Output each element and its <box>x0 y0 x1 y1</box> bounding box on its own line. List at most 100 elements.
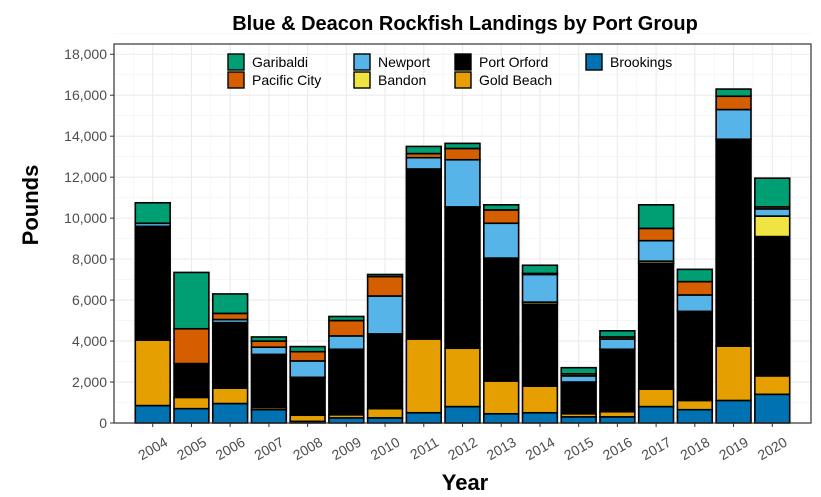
bar-segment <box>328 349 365 416</box>
bar-segment <box>560 381 597 415</box>
x-tick-label: 2011 <box>407 434 441 463</box>
bar-segment <box>444 147 481 161</box>
x-tick-label: 2010 <box>368 434 403 464</box>
x-axis-title: Year <box>442 470 489 495</box>
y-tick-label: 0 <box>99 415 107 431</box>
bar-segment <box>173 271 210 330</box>
bar-segment <box>715 138 752 347</box>
legend-label: Pacific City <box>252 72 321 88</box>
bar-segment <box>521 385 559 414</box>
legend-key <box>454 53 472 71</box>
bar-segment <box>405 338 443 414</box>
x-axis: 2004 2005 2006 2007 2008 2009 2010 2011 2012 2013… <box>135 423 790 463</box>
bar-segment <box>521 273 559 303</box>
legend-key <box>227 53 245 71</box>
y-axis: 0 2,000 4,000 6,000 8,000 10,000 12,000 14,000 1… <box>64 46 114 431</box>
bar-segment <box>405 156 443 170</box>
bar-segment <box>366 407 404 419</box>
bar-segment <box>599 338 636 351</box>
bar-segment <box>599 416 636 424</box>
bar-segment <box>444 206 481 350</box>
bar-segment <box>366 273 404 278</box>
bar-segment <box>405 411 443 424</box>
bar-segment <box>715 345 752 402</box>
bar-segment <box>289 360 326 379</box>
bar-segment <box>250 340 288 348</box>
bar-segment <box>328 319 365 337</box>
bar-segment <box>715 399 752 424</box>
bar-segment <box>560 375 597 383</box>
bar-segment <box>211 402 249 424</box>
legend-key <box>585 53 603 71</box>
bar-segment <box>637 227 675 242</box>
bar-segment <box>482 204 520 211</box>
bar-segment <box>444 347 481 408</box>
legend-label: Gold Beach <box>479 72 552 88</box>
bar-segment <box>405 168 443 340</box>
bar-segment <box>328 315 365 322</box>
y-tick-label: 16,000 <box>64 87 107 103</box>
legend-key <box>454 71 472 89</box>
legend-label: Port Orford <box>479 54 548 70</box>
legend-key <box>353 71 371 89</box>
bar-segment <box>754 235 791 377</box>
y-tick-label: 2,000 <box>72 374 107 390</box>
x-tick-label: 2007 <box>251 434 286 464</box>
legend-label: Brookings <box>610 54 672 70</box>
bar-segment <box>211 387 249 405</box>
bar-segment <box>366 295 404 335</box>
bar-segment <box>134 404 171 424</box>
bar-segment <box>637 405 675 424</box>
bar-segment <box>676 399 714 411</box>
bar-segment <box>754 215 791 238</box>
panel-border <box>113 43 812 424</box>
bar-segment <box>482 257 520 382</box>
bar-segment <box>173 396 210 410</box>
bar-segment <box>482 412 520 424</box>
bar-segment <box>560 416 597 424</box>
bar-segment <box>676 280 714 296</box>
x-tick-label: 2014 <box>522 434 557 464</box>
bar-segment <box>715 108 752 141</box>
bar-segment <box>599 348 636 413</box>
bar-segment <box>173 407 210 424</box>
bar-segment <box>211 293 249 315</box>
x-tick-label: 2008 <box>290 434 325 464</box>
bar-segment <box>289 345 326 353</box>
x-tick-label: 2009 <box>329 434 364 464</box>
x-tick-label: 2017 <box>639 434 674 464</box>
bar-segment <box>134 201 171 225</box>
bar-segment <box>521 303 559 387</box>
chart-title: Blue & Deacon Rockfish Landings by Port … <box>232 13 698 35</box>
x-tick-label: 2004 <box>135 434 170 464</box>
y-tick-label: 8,000 <box>72 251 107 267</box>
bar-segment <box>715 95 752 111</box>
bar-segment <box>366 275 404 297</box>
bar-segment <box>444 142 481 150</box>
legend-key <box>353 53 371 71</box>
bar-segment <box>637 204 675 230</box>
bar-segment <box>676 268 714 283</box>
y-axis-title: Pounds <box>18 165 43 246</box>
x-tick-label: 2005 <box>174 434 209 464</box>
bar-segment <box>250 346 288 356</box>
bar-segment <box>482 222 520 259</box>
x-tick-label: 2019 <box>716 434 751 464</box>
bar-segment <box>676 408 714 424</box>
bar-segment <box>482 209 520 225</box>
bar-segment <box>754 375 791 396</box>
bar-segment <box>482 380 520 415</box>
bar-segment <box>289 376 326 417</box>
bar-segment <box>754 393 791 424</box>
bar-segment <box>754 208 791 217</box>
bar-segment <box>560 366 597 375</box>
bar-segment <box>637 262 675 390</box>
y-tick-label: 18,000 <box>64 46 107 62</box>
bar-segment <box>521 264 559 275</box>
bar-segment <box>289 414 326 423</box>
x-tick-label: 2013 <box>484 434 519 464</box>
bar-segment <box>211 312 249 321</box>
bar-segment <box>599 330 636 338</box>
legend-key <box>227 71 245 89</box>
